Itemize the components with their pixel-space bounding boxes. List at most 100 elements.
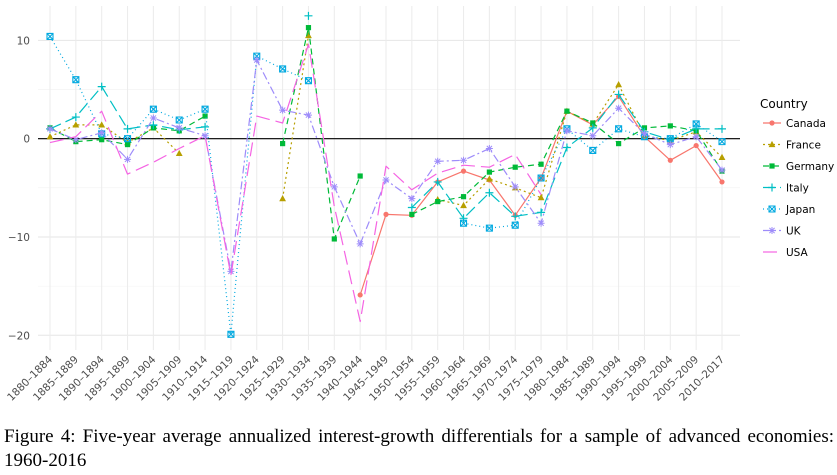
data-point: [357, 173, 363, 179]
data-point: [435, 198, 441, 205]
data-point: [434, 157, 442, 165]
data-point: [564, 108, 570, 114]
data-point: [615, 81, 623, 88]
data-point: [718, 166, 726, 174]
data-point: [123, 124, 132, 133]
data-point: [304, 11, 313, 20]
data-point: [227, 267, 235, 275]
data-point: [149, 105, 157, 113]
data-point: [718, 138, 726, 146]
data-point: [460, 194, 467, 200]
data-point: [279, 65, 287, 73]
data-point: [71, 113, 80, 122]
legend-item-uk: UK: [763, 226, 802, 238]
data-point: [511, 183, 519, 191]
y-tick-label: −10: [8, 232, 30, 244]
legend-label: Italy: [786, 183, 809, 195]
data-point: [124, 141, 131, 148]
data-point: [485, 145, 493, 153]
data-point: [485, 175, 493, 182]
data-point: [408, 195, 416, 203]
data-point: [615, 104, 623, 112]
figure-caption: Figure 4: Five-year average annualized i…: [4, 426, 834, 471]
data-point: [304, 77, 313, 85]
data-point: [667, 123, 673, 129]
data-point: [304, 111, 312, 119]
data-point: [538, 161, 544, 167]
x-axis-tick-labels: 1880–18841885–18891890–18941895–18991900…: [5, 353, 727, 403]
data-point: [201, 122, 210, 131]
data-point: [511, 221, 519, 229]
data-point: [383, 211, 389, 217]
data-point: [459, 214, 468, 223]
series-japan: [46, 32, 726, 338]
data-point: [149, 114, 157, 122]
data-point: [279, 195, 287, 202]
data-point: [330, 183, 338, 191]
data-point: [201, 132, 209, 140]
data-point: [227, 330, 235, 338]
data-point: [460, 201, 467, 209]
data-point: [175, 124, 183, 132]
data-point: [589, 146, 597, 155]
data-point: [382, 176, 390, 184]
data-point: [718, 153, 726, 160]
data-point: [537, 219, 545, 227]
data-point: [409, 211, 415, 217]
data-point: [563, 127, 571, 135]
series-layer: [46, 11, 726, 338]
data-point: [433, 177, 442, 186]
data-point: [512, 164, 518, 170]
legend-label: Japan: [785, 204, 815, 216]
series-uk: [46, 56, 726, 275]
data-point: [253, 56, 261, 64]
data-point: [459, 219, 468, 227]
data-point: [72, 76, 80, 84]
data-point: [72, 121, 80, 128]
data-point: [616, 141, 622, 147]
data-point: [769, 163, 775, 169]
data-point: [640, 130, 648, 138]
legend-title: Country: [760, 97, 808, 111]
legend-label: Germany: [786, 161, 834, 173]
data-point: [589, 132, 597, 140]
data-point: [718, 124, 726, 133]
data-point: [692, 133, 700, 141]
data-point: [98, 121, 106, 128]
legend-label: USA: [786, 247, 809, 259]
data-point: [485, 188, 494, 197]
data-point: [460, 168, 467, 174]
data-point: [719, 179, 725, 185]
legend-item-canada: Canada: [763, 118, 826, 130]
legend: Country Canada France Germany Italy Japan UK U…: [760, 97, 834, 259]
y-tick-label: 0: [23, 134, 30, 146]
grid-lines: [38, 6, 740, 350]
y-axis-tick-labels: −20 −10 0 10: [8, 35, 30, 342]
data-point: [537, 174, 545, 182]
legend-label: France: [786, 140, 821, 152]
data-point: [123, 135, 132, 143]
data-point: [768, 205, 776, 213]
legend-label: Canada: [786, 118, 826, 130]
data-point: [485, 224, 493, 232]
legend-label: UK: [786, 226, 802, 238]
data-point: [280, 141, 286, 147]
data-point: [666, 141, 674, 149]
data-point: [305, 31, 312, 39]
data-point: [692, 124, 701, 133]
data-point: [768, 227, 776, 234]
data-point: [46, 125, 54, 133]
data-point: [99, 137, 105, 143]
data-point: [46, 133, 54, 140]
data-point: [331, 236, 337, 242]
data-point: [175, 149, 183, 157]
data-point: [537, 208, 546, 217]
legend-item-france: France: [763, 140, 821, 152]
data-point: [511, 212, 520, 221]
data-point: [279, 106, 287, 114]
data-point: [614, 90, 623, 99]
data-point: [667, 157, 673, 163]
data-point: [693, 142, 699, 149]
data-point: [98, 129, 106, 137]
data-point: [124, 155, 132, 163]
